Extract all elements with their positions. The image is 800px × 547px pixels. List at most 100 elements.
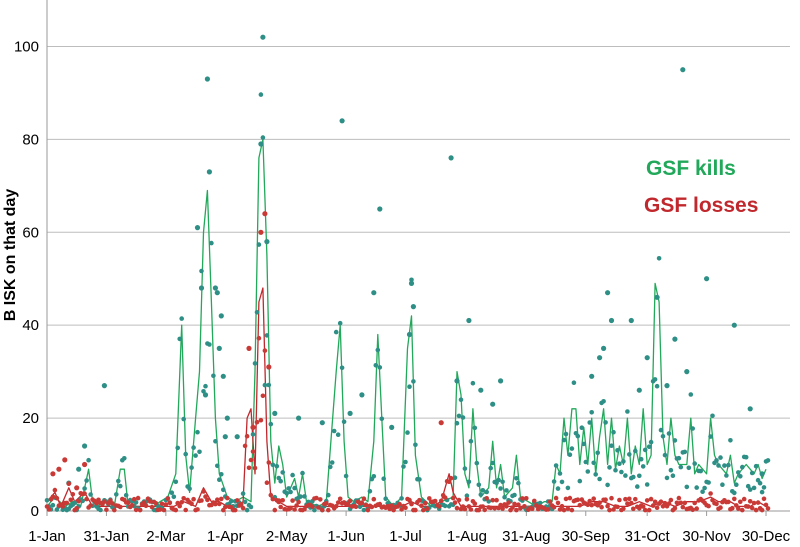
series-point-0 xyxy=(484,489,490,495)
series-point-0 xyxy=(688,392,694,397)
series-point-1 xyxy=(442,495,448,500)
series-point-0 xyxy=(761,485,767,490)
series-point-0 xyxy=(452,475,458,481)
series-point-1 xyxy=(425,506,430,512)
series-point-1 xyxy=(666,501,672,506)
series-point-0 xyxy=(260,135,266,140)
series-point-1 xyxy=(654,505,660,511)
series-point-0 xyxy=(377,206,383,212)
series-point-0 xyxy=(114,492,119,497)
series-point-1 xyxy=(266,460,272,465)
series-point-0 xyxy=(603,420,608,425)
series-point-0 xyxy=(194,225,201,231)
series-point-1 xyxy=(432,498,438,504)
series-point-1 xyxy=(644,498,650,503)
series-point-1 xyxy=(482,507,488,513)
series-point-0 xyxy=(724,473,729,478)
series-point-0 xyxy=(86,457,91,463)
series-point-1 xyxy=(674,500,680,506)
series-point-1 xyxy=(256,335,262,341)
series-point-1 xyxy=(759,507,765,513)
series-point-1 xyxy=(510,505,515,510)
series-point-0 xyxy=(211,373,216,379)
series-point-0 xyxy=(490,401,496,407)
series-point-0 xyxy=(406,331,413,338)
series-point-0 xyxy=(466,317,472,324)
series-point-1 xyxy=(419,503,424,509)
series-point-0 xyxy=(389,424,395,430)
series-point-0 xyxy=(197,449,202,455)
series-point-0 xyxy=(195,429,200,435)
series-point-1 xyxy=(633,496,638,502)
series-point-1 xyxy=(468,507,474,512)
series-point-0 xyxy=(731,322,737,328)
series-point-0 xyxy=(222,434,228,440)
series-point-0 xyxy=(341,419,347,425)
series-point-0 xyxy=(88,492,93,497)
series-point-1 xyxy=(732,496,737,502)
series-point-0 xyxy=(702,485,707,491)
y-tick-label: 80 xyxy=(22,131,39,148)
series-point-1 xyxy=(565,506,571,511)
series-point-1 xyxy=(488,505,494,511)
series-point-1 xyxy=(50,494,56,500)
series-point-1 xyxy=(555,500,561,506)
series-point-0 xyxy=(472,425,478,431)
series-point-1 xyxy=(270,496,276,502)
series-point-1 xyxy=(446,479,452,485)
series-point-1 xyxy=(131,496,137,502)
series-point-1 xyxy=(504,504,509,509)
series-point-0 xyxy=(581,441,587,447)
x-tick-label: 2-May xyxy=(266,528,308,545)
series-point-0 xyxy=(480,488,486,493)
series-point-0 xyxy=(268,421,274,427)
series-point-0 xyxy=(278,478,284,484)
series-point-0 xyxy=(633,448,638,454)
series-point-0 xyxy=(177,336,182,342)
series-point-0 xyxy=(122,456,127,461)
series-point-1 xyxy=(143,503,149,509)
series-point-1 xyxy=(223,504,228,510)
series-point-0 xyxy=(331,428,337,434)
series-point-0 xyxy=(408,280,415,286)
series-point-1 xyxy=(288,505,293,511)
series-point-1 xyxy=(102,499,107,504)
series-point-0 xyxy=(76,466,82,472)
series-point-0 xyxy=(690,426,695,431)
series-point-0 xyxy=(454,420,460,426)
series-point-0 xyxy=(456,413,462,419)
series-point-0 xyxy=(608,317,615,324)
series-point-0 xyxy=(458,397,464,403)
series-point-1 xyxy=(730,505,735,511)
series-point-0 xyxy=(619,469,624,475)
y-tick-label: 0 xyxy=(31,503,39,520)
series-point-1 xyxy=(318,497,323,502)
series-point-0 xyxy=(740,464,745,470)
series-point-1 xyxy=(512,501,517,507)
series-point-0 xyxy=(224,415,230,421)
series-point-1 xyxy=(454,505,460,511)
series-point-1 xyxy=(70,492,76,497)
series-point-1 xyxy=(246,465,252,471)
series-point-1 xyxy=(335,500,341,505)
series-point-0 xyxy=(298,494,303,499)
series-point-0 xyxy=(464,493,470,499)
series-point-1 xyxy=(191,496,196,502)
series-point-0 xyxy=(333,329,339,335)
series-point-1 xyxy=(252,465,258,471)
series-point-0 xyxy=(409,277,414,283)
series-point-0 xyxy=(625,409,630,414)
series-point-0 xyxy=(474,460,480,466)
series-point-0 xyxy=(631,474,636,480)
series-point-0 xyxy=(757,480,763,486)
series-point-0 xyxy=(454,378,460,384)
series-point-0 xyxy=(183,451,188,457)
series-point-1 xyxy=(745,504,751,509)
series-point-0 xyxy=(512,492,517,498)
series-point-0 xyxy=(589,410,594,415)
series-point-1 xyxy=(314,495,319,501)
series-point-0 xyxy=(498,486,503,491)
series-point-1 xyxy=(179,500,184,505)
series-point-1 xyxy=(258,229,264,235)
series-point-1 xyxy=(714,501,719,507)
